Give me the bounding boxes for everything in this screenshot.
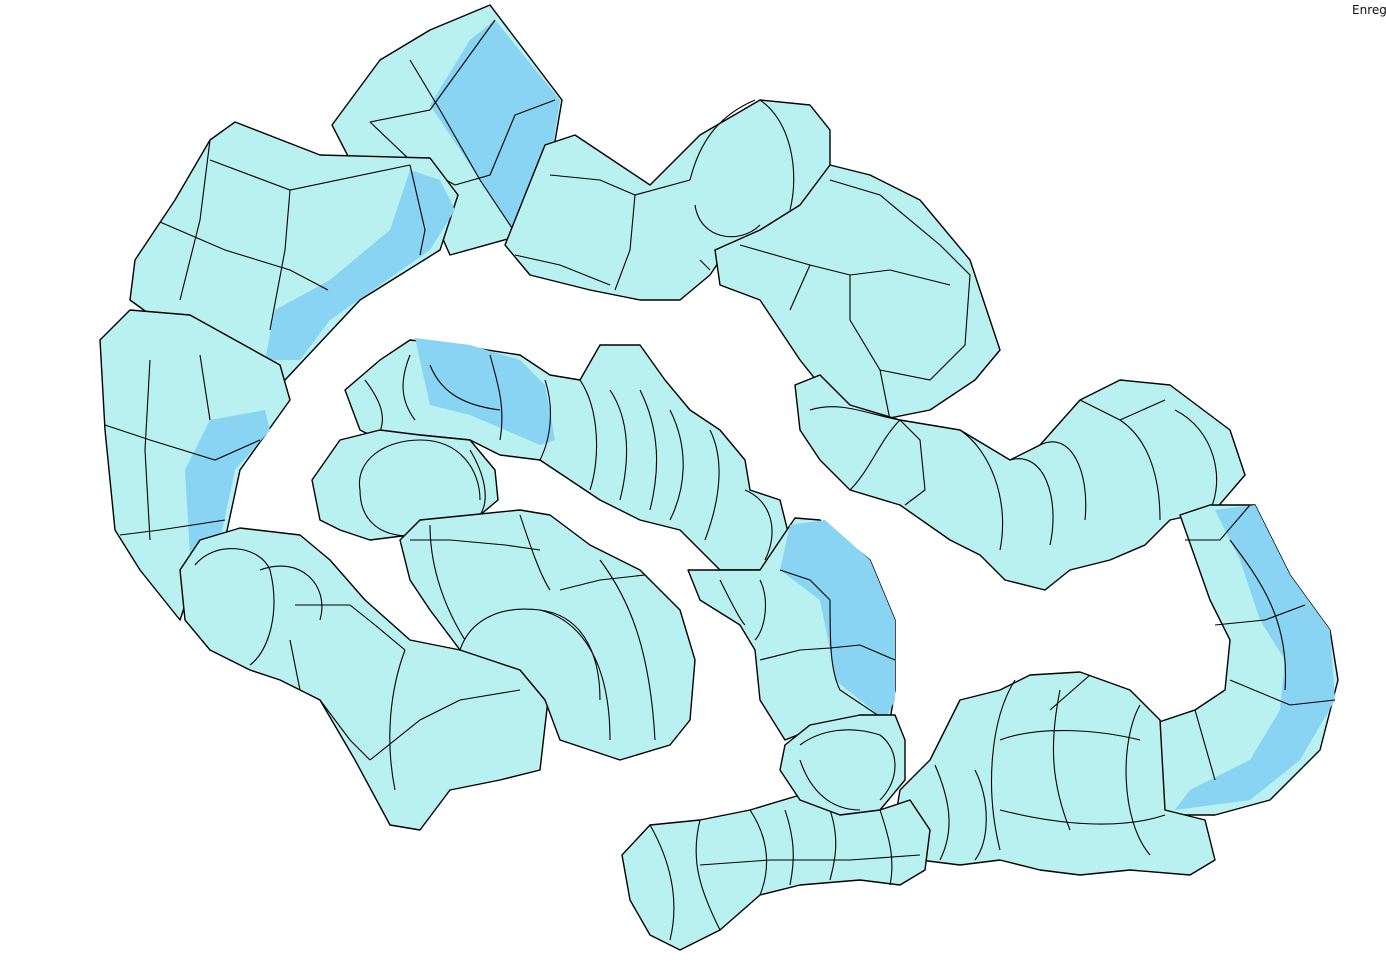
- tube-segment-lower-left-bulbs: [179, 527, 549, 831]
- tube-segment-bottom-left-end: [621, 794, 931, 951]
- tube-segment-inner-center: [399, 509, 696, 761]
- tube-segment-upper-left: [129, 121, 459, 381]
- tube-segment-upper-right-box: [714, 164, 1001, 421]
- save-button[interactable]: Enreg: [1352, 3, 1386, 17]
- tube-segment-inner-top: [344, 338, 791, 571]
- tube-segment-right-curve: [1149, 504, 1339, 816]
- tube-segment-left-side: [99, 309, 291, 621]
- tube-segment-inner-bottom: [779, 714, 906, 816]
- tube-segment-bottom-right: [894, 671, 1216, 876]
- tube-segment-inner-right-drop: [687, 517, 896, 741]
